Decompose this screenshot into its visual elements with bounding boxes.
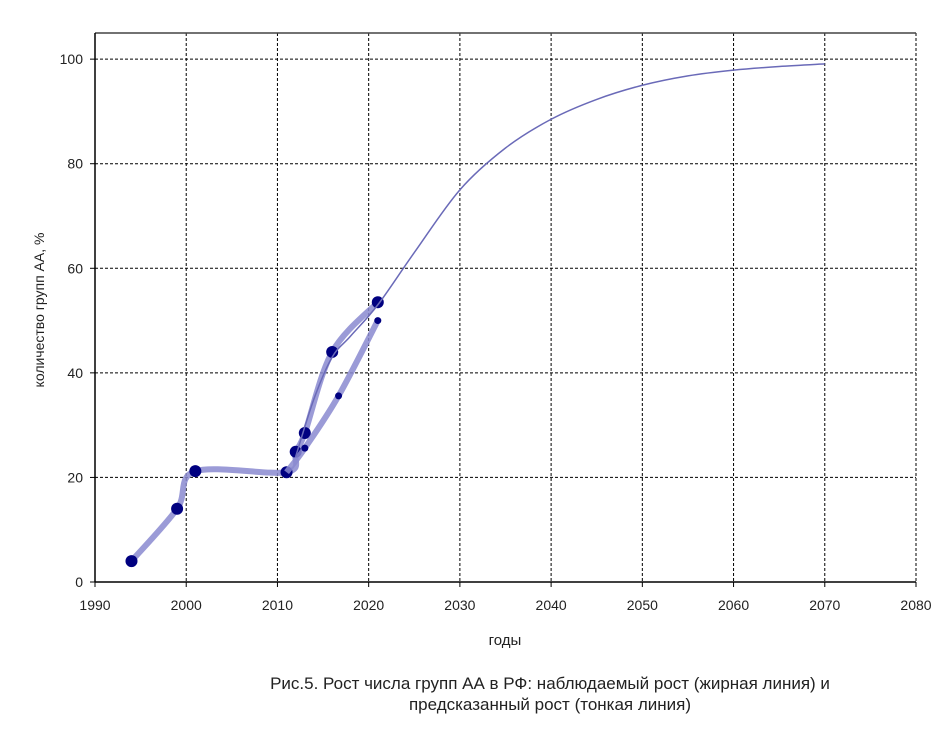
predicted-line xyxy=(294,63,825,457)
y-tick-label: 60 xyxy=(67,260,83,276)
x-tick-label: 2020 xyxy=(353,597,384,613)
data-point xyxy=(125,555,138,568)
y-tick-label: 40 xyxy=(67,365,83,381)
y-tick-label: 0 xyxy=(75,574,83,590)
data-point xyxy=(374,317,382,325)
y-tick-label: 100 xyxy=(60,51,84,67)
data-point xyxy=(301,444,309,452)
x-tick-label: 2000 xyxy=(171,597,202,613)
data-point xyxy=(371,296,384,309)
data-point xyxy=(171,502,184,515)
observed-line xyxy=(284,319,381,475)
x-tick-label: 2030 xyxy=(444,597,475,613)
data-point xyxy=(189,465,202,478)
x-tick-label: 2080 xyxy=(900,597,931,613)
x-axis-label: годы xyxy=(489,632,522,649)
observed-line xyxy=(129,300,380,564)
x-tick-label: 2050 xyxy=(627,597,658,613)
x-tick-label: 1990 xyxy=(79,597,110,613)
y-tick-label: 20 xyxy=(67,469,83,485)
data-point xyxy=(326,345,339,358)
grid xyxy=(95,33,917,582)
series xyxy=(125,63,825,568)
caption-line-2: предсказанный рост (тонкая линия) xyxy=(408,695,692,714)
y-axis-label: количество групп АА, % xyxy=(31,233,47,388)
y-tick-label: 80 xyxy=(67,156,83,172)
data-point xyxy=(335,392,343,400)
x-tick-label: 2060 xyxy=(718,597,749,613)
x-tick-label: 2040 xyxy=(536,597,567,613)
axes: 1990 2000 2010 2020 2030 2040 2050 2060 2070 2080… xyxy=(60,32,932,613)
x-tick-label: 2070 xyxy=(809,597,840,613)
caption-line-1: Рис.5. Рост числа групп АА в РФ: наблюда… xyxy=(270,674,830,693)
x-tick-label: 2010 xyxy=(262,597,293,613)
